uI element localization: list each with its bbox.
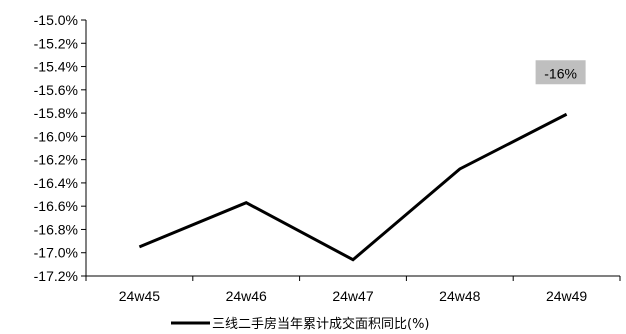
y-tick-label: -16.6% [34,198,78,214]
data-label-group: -16% [535,60,586,85]
y-tick-label: -16.4% [34,175,78,191]
x-tick-label: 24w48 [439,288,480,304]
y-axis: -15.0% -15.2% -15.4% -15.6% -15.8% -16.0% -16.… [34,12,87,284]
series-line [138,112,568,262]
y-tick-label: -15.6% [34,82,78,98]
x-axis: 24w45 24w46 24w47 24w48 24w49 [85,275,621,304]
legend: 三线二手房当年累计成交面积同比(%) [171,316,430,332]
data-label-text: -16% [544,65,577,81]
x-tick-label: 24w46 [226,288,267,304]
y-tick-label: -16.8% [34,221,78,237]
series-group [138,112,568,262]
data-label-box [535,60,586,85]
legend-label: 三线二手房当年累计成交面积同比(%) [212,316,430,332]
x-tick-label: 24w49 [546,288,587,304]
y-tick-label: -15.4% [34,59,78,75]
y-tick-label: -17.2% [34,268,78,284]
y-tick-label: -16.0% [34,128,78,144]
y-tick-label: -15.2% [34,35,78,51]
y-tick-label: -16.2% [34,152,78,168]
y-tick-label: -15.0% [34,12,78,28]
y-tick-label: -17.0% [34,245,78,261]
x-tick-label: 24w45 [119,288,160,304]
y-tick-label: -15.8% [34,105,78,121]
x-tick-label: 24w47 [332,288,373,304]
